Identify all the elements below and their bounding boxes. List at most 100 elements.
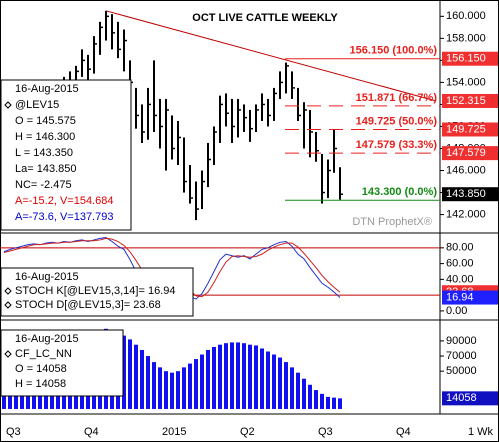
bar <box>290 367 294 409</box>
bar <box>146 356 150 409</box>
info-text: H = 14058 <box>15 378 66 390</box>
bar <box>140 349 144 409</box>
y-tick-label: 80.00 <box>446 242 474 254</box>
bar <box>242 343 246 409</box>
x-tick-label: 2015 <box>162 426 186 438</box>
y-tick-label: 142.000 <box>446 208 486 220</box>
watermark: DTN ProphetX® <box>352 216 432 228</box>
info-text: 16-Aug-2015 <box>15 83 79 95</box>
x-tick-label: Q3 <box>318 426 333 438</box>
info-text: NC= -2.475 <box>15 179 72 191</box>
bar <box>152 362 156 409</box>
bar <box>164 371 168 409</box>
price-marker <box>442 122 498 137</box>
bar <box>170 372 174 409</box>
y-tick-label: 158.000 <box>446 32 486 44</box>
bar <box>218 344 222 409</box>
info-text: 16-Aug-2015 <box>15 333 79 345</box>
y-tick-label: 40.00 <box>446 273 474 285</box>
periodicity: 1 Wk <box>468 426 494 438</box>
diamond-icon <box>4 350 12 358</box>
retracement-label: 156.150 (100.0%) <box>350 45 438 57</box>
info-text: STOCH K[@LEV15,3,14]= 16.94 <box>15 285 175 297</box>
y-tick-label: 160.000 <box>446 10 486 22</box>
y-tick-label: 90000 <box>446 335 477 347</box>
bar <box>308 384 312 409</box>
price-marker-label: 156.150 <box>446 53 486 65</box>
info-box <box>0 267 194 317</box>
info-text: A=-15.2, V=154.684 <box>15 195 113 207</box>
retracement-label: 149.725 (50.0%) <box>356 115 438 127</box>
info-text: O = 145.575 <box>15 115 76 127</box>
bar <box>206 349 210 409</box>
bar <box>122 335 126 409</box>
bar <box>266 351 270 409</box>
x-tick-label: Q4 <box>84 426 99 438</box>
bar <box>314 390 318 409</box>
x-tick-label: Q3 <box>6 426 21 438</box>
bar <box>296 372 300 409</box>
retracement-label: 147.579 (33.3%) <box>356 139 438 151</box>
bar <box>326 396 330 409</box>
bar <box>188 363 192 409</box>
y-tick-label: 154.000 <box>446 76 486 88</box>
bar <box>332 397 336 409</box>
price-marker-label: 16.94 <box>446 291 474 303</box>
info-text: CF_LC_NN <box>15 348 72 360</box>
y-tick-label: 70000 <box>446 350 477 362</box>
bar <box>200 354 204 409</box>
diamond-icon <box>4 287 12 295</box>
info-text: H = 146.300 <box>15 131 75 143</box>
price-marker <box>442 391 498 406</box>
x-tick-label: Q4 <box>396 426 411 438</box>
price-marker-label: 143.850 <box>446 188 486 200</box>
price-marker <box>442 146 498 161</box>
price-marker <box>442 93 498 108</box>
info-text: La= 143.850 <box>15 163 76 175</box>
price-marker-label: 147.579 <box>446 147 486 159</box>
price-marker <box>442 290 498 305</box>
info-text: A=-73.6, V=137.793 <box>15 211 113 223</box>
info-text: 16-Aug-2015 <box>15 271 79 283</box>
diamond-icon <box>4 101 12 109</box>
info-text: STOCH D[@LEV15,3]= 23.68 <box>15 299 161 311</box>
trendline <box>105 10 437 102</box>
retracement-label: 151.871 (66.7%) <box>356 92 438 104</box>
price-marker <box>442 51 498 66</box>
bar <box>182 367 186 409</box>
info-text: O = 14058 <box>15 363 67 375</box>
bar <box>248 344 252 409</box>
bar <box>236 342 240 409</box>
bar <box>260 348 264 409</box>
bar <box>302 378 306 409</box>
y-tick-label: 146.000 <box>446 164 486 176</box>
bar <box>134 344 138 409</box>
bar <box>194 359 198 409</box>
bar <box>284 362 288 409</box>
bar <box>158 367 162 409</box>
bar <box>338 398 342 409</box>
info-text: @LEV15 <box>15 99 59 111</box>
diamond-icon <box>4 301 12 309</box>
bar <box>278 357 282 409</box>
y-tick-label: 50000 <box>446 365 477 377</box>
bar <box>230 342 234 409</box>
x-tick-label: Q2 <box>240 426 255 438</box>
bar <box>128 339 132 409</box>
bar <box>254 345 258 409</box>
price-marker <box>442 187 498 202</box>
bar <box>212 346 216 409</box>
y-tick-label: 0.00 <box>446 305 467 317</box>
bar <box>224 343 228 409</box>
retracement-label: 143.300 (0.0%) <box>362 186 438 198</box>
price-marker-label: 149.725 <box>446 123 486 135</box>
chart-title: OCT LIVE CATTLE WEEKLY <box>192 12 338 24</box>
info-text: L = 143.350 <box>15 147 73 159</box>
info-box <box>0 79 132 231</box>
bar <box>176 371 180 409</box>
info-box <box>0 329 124 397</box>
price-marker-label: 14058 <box>446 392 477 404</box>
bar <box>272 354 276 409</box>
